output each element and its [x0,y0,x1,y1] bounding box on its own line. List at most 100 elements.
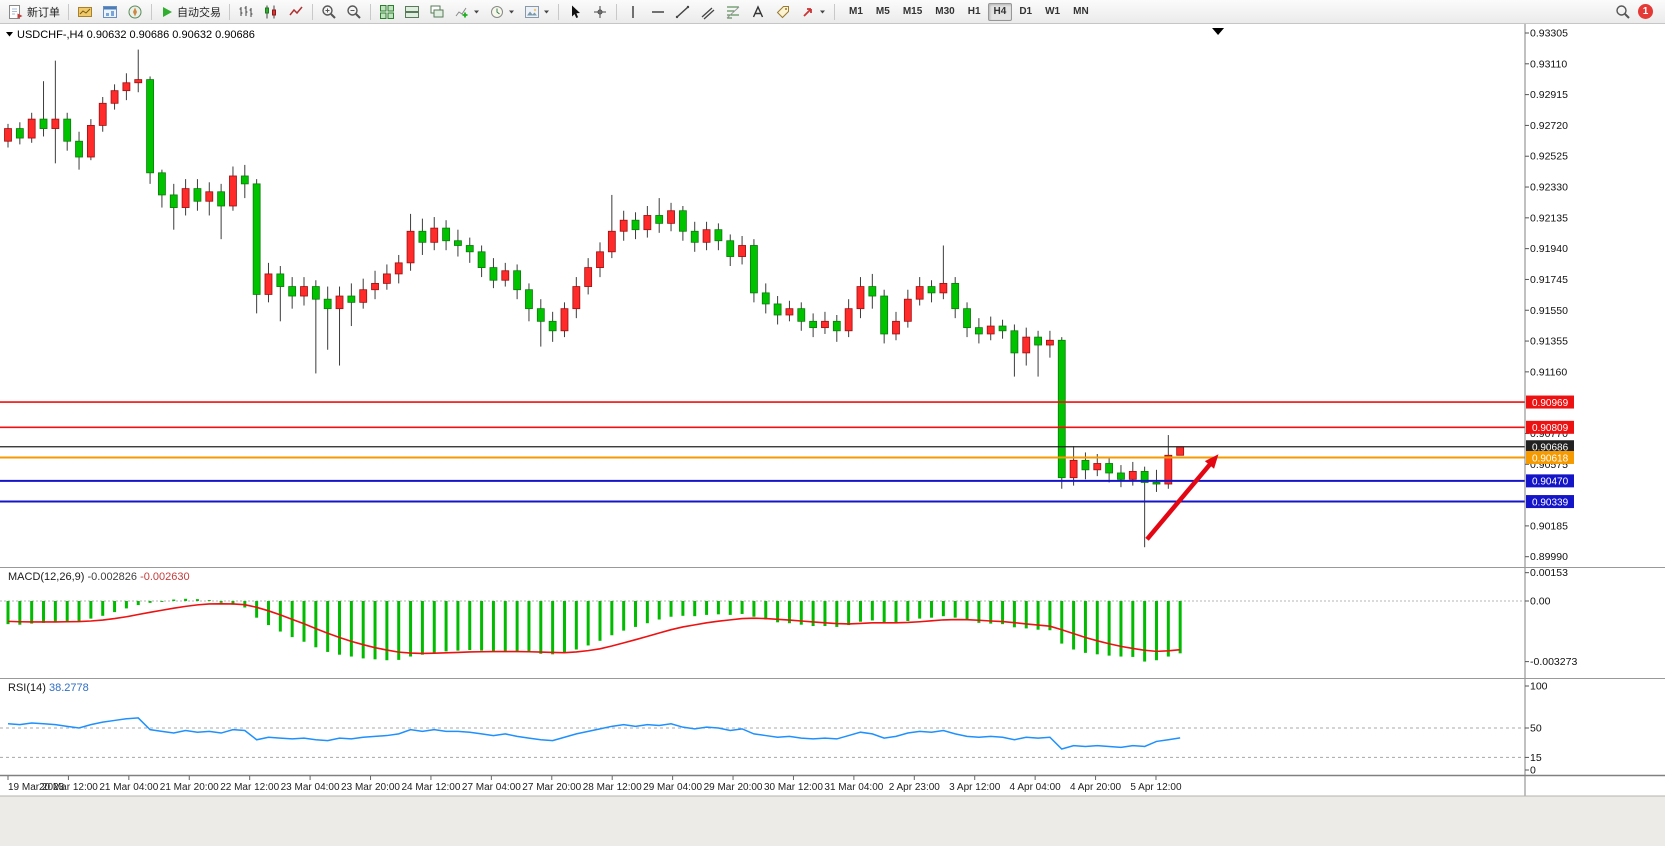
candle-bear [75,140,83,158]
notification-badge[interactable]: 1 [1638,4,1653,19]
candle-bear [240,175,249,185]
periods-button[interactable] [485,2,519,22]
crosshair-button[interactable] [588,2,612,22]
macd-axis-label: 0.00 [1530,596,1551,608]
line-chart-icon [288,4,304,20]
price-marker-box [1526,395,1574,409]
indicators-button[interactable] [450,2,484,22]
vertical-line-button[interactable] [621,2,645,22]
fibonacci-button[interactable] [721,2,745,22]
candle-bear [963,308,971,329]
candle-bull [785,308,794,316]
cascade-windows-button[interactable] [425,2,449,22]
candle-bear [1117,472,1125,480]
new-order-label: 新订单 [27,6,60,19]
price-axis-label: 0.92915 [1530,89,1568,101]
time-axis-label: 28 Mar 12:00 [583,782,642,793]
macd-panel: 0.00153 0.00 -0.003273 MACD(12,26,9) -0.002… [0,567,1577,668]
autotrading-button[interactable]: 自动交易 [156,2,225,22]
candle-bull [702,229,711,243]
navigator-button[interactable] [123,2,147,22]
price-axis-label: 0.91745 [1530,274,1568,286]
candlestick-chart-button[interactable] [259,2,283,22]
trendline-button[interactable] [671,2,695,22]
arrange-windows-icon [404,4,420,20]
tile-windows-button[interactable] [375,2,399,22]
search-button[interactable] [1611,2,1635,22]
candle-bull [667,210,675,224]
vertical-line-icon [625,4,641,20]
price-axis-label: 0.93110 [1530,58,1567,70]
candle-bear [158,172,166,196]
candle-bull [51,118,60,129]
timeframe-mn-button[interactable]: MN [1067,3,1095,21]
templates-button[interactable] [520,2,554,22]
candle-bull [584,267,593,287]
timeframe-m30-button[interactable]: M30 [929,3,960,21]
timeframe-m1-button[interactable]: M1 [843,3,869,21]
text-button[interactable] [746,2,770,22]
price-marker-label: 0.90809 [1532,423,1569,434]
candle-bull [122,82,131,92]
arrow-shapes-button[interactable] [796,2,830,22]
candle-bear [193,188,202,202]
chevron-down-icon [473,5,480,19]
candle-bear [927,286,936,294]
candle-bear [217,191,226,207]
candle-bear [880,295,889,335]
candle-bull [1069,459,1078,479]
new-order-button[interactable]: 新订单 [4,2,64,22]
time-axis-label: 29 Mar 20:00 [704,782,763,793]
toolbar-separator [370,3,371,20]
bar-chart-button[interactable] [234,2,258,22]
horizontal-line-button[interactable] [646,2,670,22]
trend-arrow-shaft[interactable] [1145,461,1213,541]
trend-arrow-head[interactable] [1204,454,1219,469]
zoom-out-button[interactable] [342,2,366,22]
candle-bull [1046,339,1054,346]
arrange-windows-button[interactable] [400,2,424,22]
zoom-out-icon [346,4,362,20]
timeframe-h4-button[interactable]: H4 [987,2,1013,21]
equidistant-channel-icon [700,4,716,20]
candle-bear [347,295,356,303]
candle-bear [1152,482,1161,485]
timeframe-m5-button[interactable]: M5 [870,3,896,21]
time-axis-label: 27 Mar 20:00 [522,782,581,793]
candle-bull [915,286,924,300]
equidistant-channel-button[interactable] [696,2,720,22]
text-icon [750,4,766,20]
timeframe-m15-button[interactable]: M15 [897,3,928,21]
time-axis-label: 23 Mar 04:00 [281,782,340,793]
text-label-button[interactable] [771,2,795,22]
market-watch-button[interactable] [98,2,122,22]
zoom-in-button[interactable] [317,2,341,22]
candle-bull [1176,446,1185,456]
timeframe-h1-button[interactable]: H1 [962,3,987,21]
candle-bull [1093,463,1102,471]
candle-bear [631,219,640,231]
chart-canvas[interactable]: 0.93305 0.93110 0.92915 0.92720 0.92525 0.923… [0,24,1665,846]
candle-bear [477,251,486,268]
main-toolbar: 新订单 自动交易 M1 M5 M15 M30 H1 H4 D1 W1 MN [0,0,1665,24]
toolbar-separator [312,3,313,20]
chevron-down-icon [819,5,826,19]
time-axis-label: 5 Apr 12:00 [1130,782,1182,793]
toolbar-separator [68,3,69,20]
new-chart-button[interactable] [73,2,97,22]
candle-bear [15,128,24,139]
trend-arrow[interactable] [1145,454,1219,541]
line-chart-button[interactable] [284,2,308,22]
candle-bear [1034,336,1042,346]
text-label-icon [775,4,791,20]
trendline-icon [675,4,691,20]
cursor-button[interactable] [563,2,587,22]
timeframe-w1-button[interactable]: W1 [1039,3,1066,21]
rsi-axis-label: 50 [1530,723,1542,735]
time-axis-label: 2 Apr 23:00 [889,782,941,793]
periods-clock-icon [489,4,505,20]
fibonacci-icon [725,4,741,20]
timeframe-d1-button[interactable]: D1 [1013,3,1038,21]
candles-layer [4,49,1185,548]
horizontal-lines-layer [0,401,1525,503]
